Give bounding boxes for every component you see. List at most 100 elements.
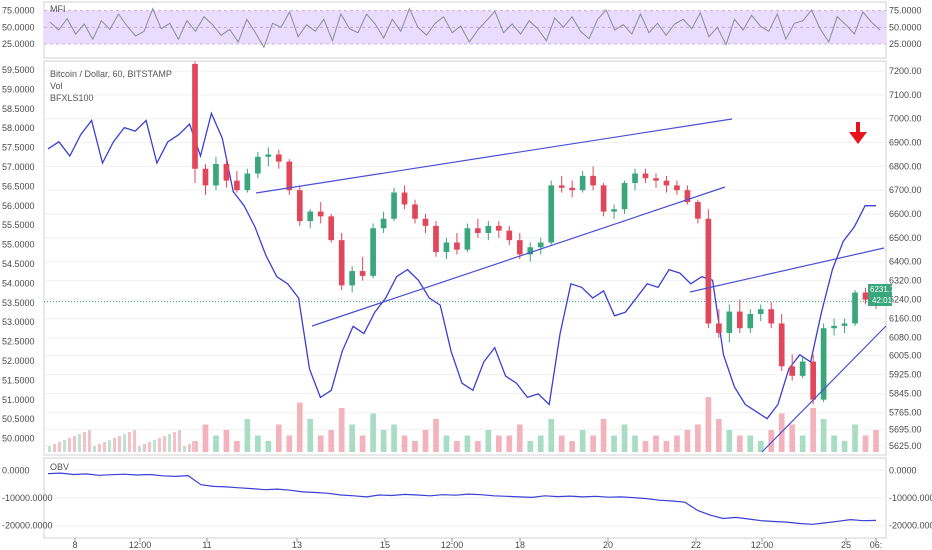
candle-body bbox=[537, 242, 544, 248]
candle-body bbox=[684, 190, 691, 203]
candle-body bbox=[317, 211, 324, 217]
candle-body bbox=[506, 230, 513, 241]
x-tick-label: 06: bbox=[870, 540, 883, 550]
volume-bar bbox=[286, 435, 293, 452]
volume-bar bbox=[422, 430, 429, 452]
volume-bar bbox=[48, 446, 51, 452]
overlay-tick-label: 57.5000 bbox=[2, 143, 35, 153]
overlay-layer bbox=[47, 111, 876, 420]
volume-bar bbox=[621, 424, 628, 452]
candle-body bbox=[789, 366, 796, 376]
candle-body bbox=[275, 154, 282, 162]
volume-bar bbox=[296, 402, 303, 452]
trendline bbox=[311, 186, 726, 327]
volume-bar bbox=[73, 436, 76, 452]
candle-body bbox=[192, 64, 198, 169]
candle-body bbox=[307, 211, 314, 222]
candle-body bbox=[265, 154, 272, 157]
candle-body bbox=[213, 163, 219, 186]
volume-bar bbox=[93, 446, 96, 452]
obv-layer: 0.0000 -10000.0000 -20000.0000 0.0000 -10000… bbox=[2, 465, 932, 530]
volume-bar bbox=[862, 435, 869, 452]
price-tick-label: 6400.00 bbox=[889, 257, 922, 267]
volume-bar bbox=[108, 440, 111, 452]
mfi-tick-label-right: 75.0000 bbox=[889, 6, 922, 16]
candle-body bbox=[527, 247, 534, 255]
volume-bar bbox=[307, 419, 314, 452]
candle-body bbox=[747, 313, 754, 329]
volume-bar bbox=[611, 435, 617, 452]
candle-body bbox=[401, 192, 408, 205]
last-price-box bbox=[868, 284, 892, 295]
volume-bar bbox=[234, 441, 240, 452]
price-tick-label: 6240.00 bbox=[889, 295, 922, 305]
volume-bar bbox=[103, 442, 106, 452]
obv-tick-label: 0.0000 bbox=[2, 465, 30, 475]
volume-bar bbox=[380, 430, 387, 452]
volume-bar bbox=[88, 430, 91, 452]
volume-bar bbox=[213, 435, 219, 452]
x-tick-label: 22 bbox=[691, 540, 701, 550]
candle-body bbox=[852, 292, 858, 324]
candle-body bbox=[433, 225, 439, 253]
volume-bar bbox=[726, 430, 733, 452]
overlay-tick-label: 58.0000 bbox=[2, 123, 35, 133]
mfi-tick-label-right: 25.0000 bbox=[889, 39, 922, 49]
obv-title: OBV bbox=[50, 462, 69, 472]
candle-body bbox=[653, 178, 659, 181]
volume-bar bbox=[757, 441, 764, 452]
overlay-tick-label: 55.0000 bbox=[2, 240, 35, 250]
volume-bar bbox=[58, 442, 61, 452]
mfi-tick-label-right: 50.0000 bbox=[889, 22, 922, 32]
x-tick-label: 8 bbox=[72, 540, 77, 550]
volume-bar bbox=[454, 441, 460, 452]
candle-body bbox=[380, 218, 387, 229]
x-tick-label: 12:00 bbox=[129, 540, 152, 550]
volume-bar bbox=[328, 430, 335, 452]
obv-tick-label-right: 0.0000 bbox=[889, 465, 917, 475]
overlay-tick-label: 53.0000 bbox=[2, 317, 35, 327]
price-tick-label: 6320.00 bbox=[889, 276, 922, 286]
candle-body bbox=[642, 173, 649, 179]
candle-body bbox=[569, 187, 576, 191]
mfi-tick-label: 50.0000 bbox=[2, 22, 35, 32]
volume-bar bbox=[653, 435, 659, 452]
overlay-tick-label: 54.5000 bbox=[2, 259, 35, 269]
volume-bar bbox=[873, 430, 879, 452]
trendline bbox=[761, 325, 887, 453]
overlay-tick-label: 55.5000 bbox=[2, 220, 35, 230]
candle-body bbox=[349, 271, 355, 286]
overlay-tick-label: 53.5000 bbox=[2, 298, 35, 308]
candle-body bbox=[736, 311, 743, 329]
overlay-tick-label: 58.5000 bbox=[2, 104, 35, 114]
volume-bar bbox=[63, 440, 66, 452]
volume-bar bbox=[495, 435, 502, 452]
overlay-tick-label: 52.0000 bbox=[2, 356, 35, 366]
volume-bar bbox=[223, 430, 230, 452]
candle-body bbox=[600, 185, 607, 212]
overlay-tick-label: 59.0000 bbox=[2, 84, 35, 94]
volume-bar bbox=[663, 441, 670, 452]
volume-bar bbox=[317, 435, 324, 452]
volume-bar bbox=[852, 424, 858, 452]
obv-tick-label: -10000.0000 bbox=[2, 493, 53, 503]
candle-body bbox=[495, 225, 502, 231]
candle-body bbox=[391, 192, 397, 219]
candle-body bbox=[820, 328, 827, 400]
volume-bar bbox=[464, 435, 471, 452]
overlay-line bbox=[47, 111, 876, 420]
volume-bar bbox=[642, 441, 649, 452]
volume-bar bbox=[53, 444, 56, 452]
candle-body bbox=[464, 228, 471, 250]
candle-body bbox=[516, 240, 523, 255]
volume-bar bbox=[138, 446, 141, 452]
volume-bar bbox=[747, 435, 754, 452]
x-tick-label: 13 bbox=[292, 540, 302, 550]
volume-bar bbox=[133, 430, 136, 452]
last-price-value: 6231.73 bbox=[870, 285, 899, 294]
candle-body bbox=[548, 185, 555, 243]
volume-bar bbox=[173, 432, 176, 452]
volume-bar bbox=[163, 436, 166, 452]
